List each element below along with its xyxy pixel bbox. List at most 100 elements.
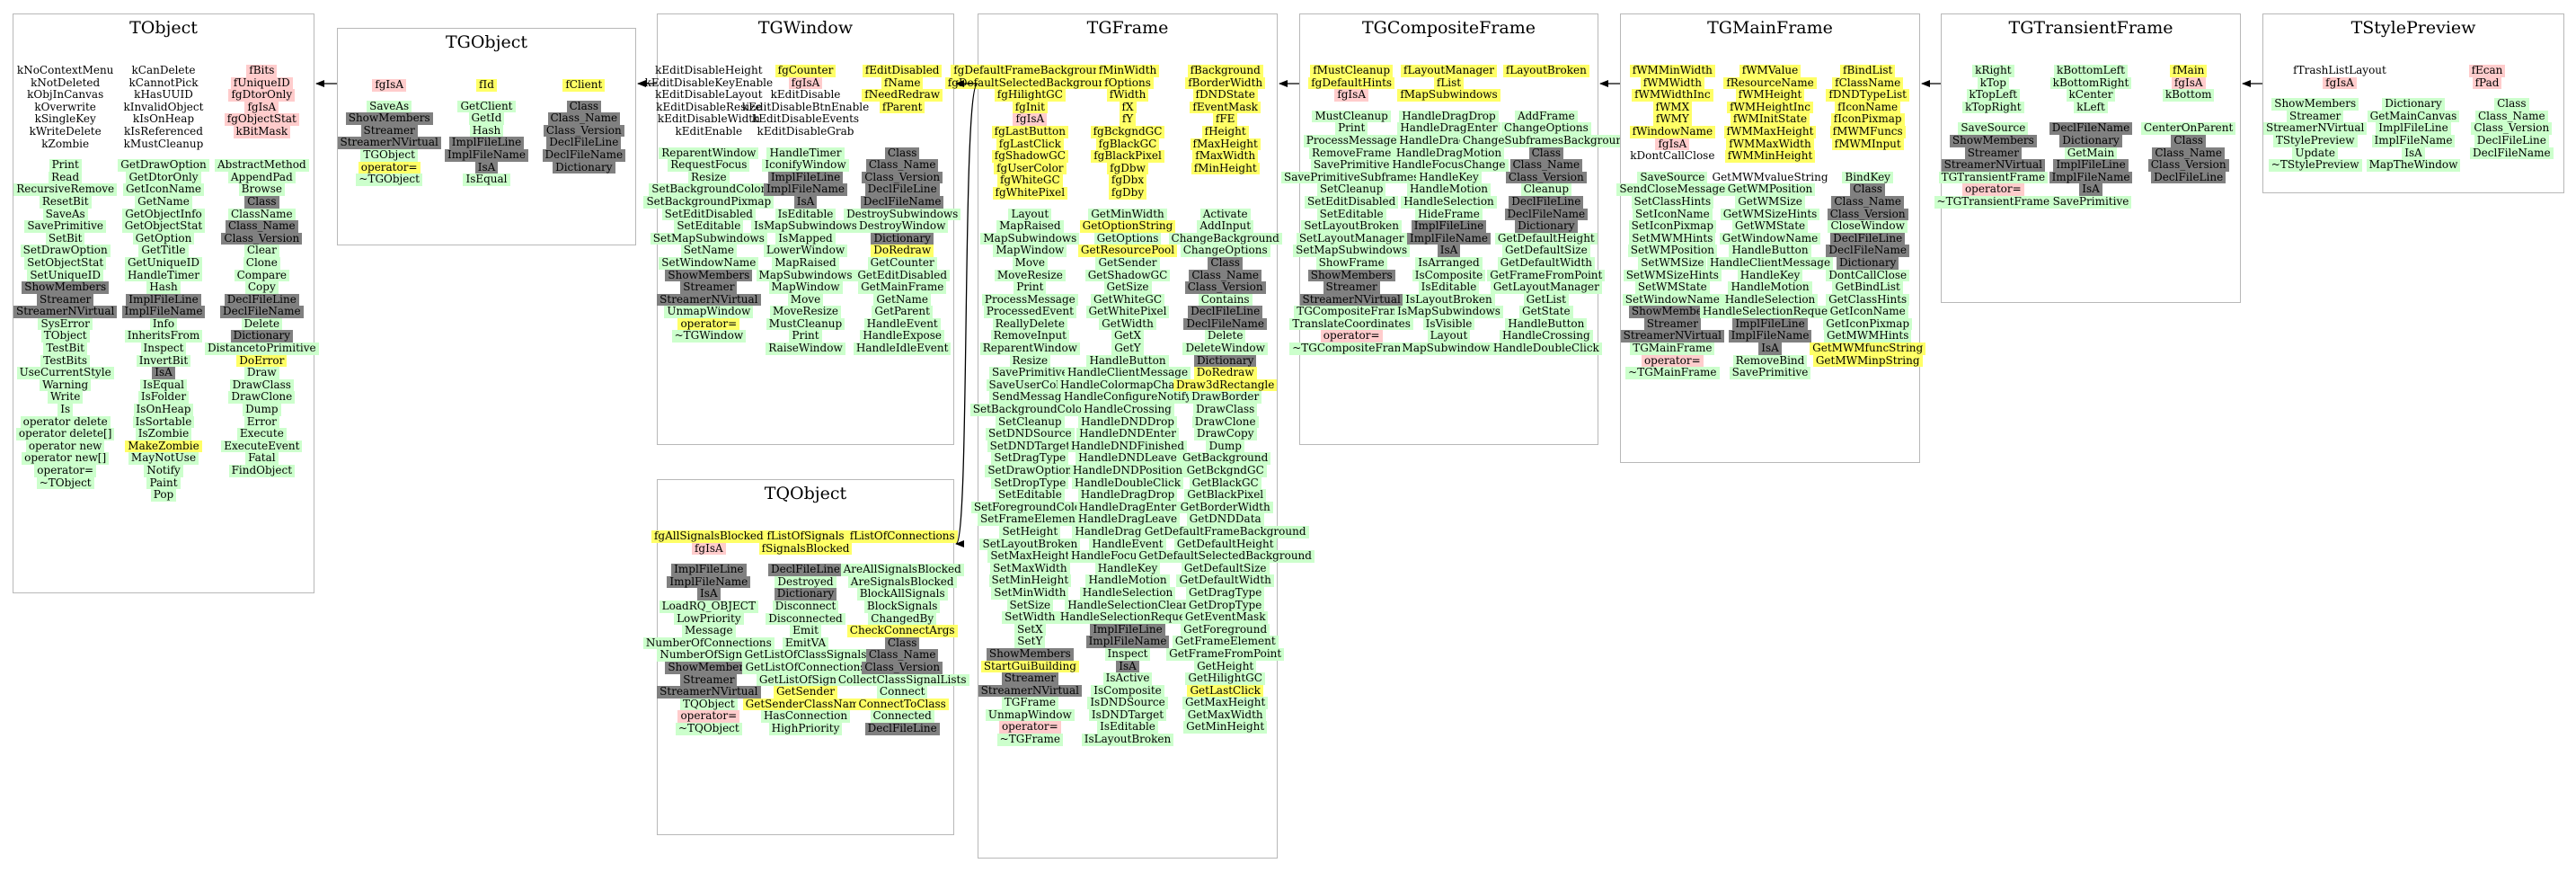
- method: ImplFileName: [445, 148, 528, 162]
- method: Class_Version: [221, 232, 303, 245]
- data-member: fgLastButton: [991, 125, 1069, 138]
- method: Streamer: [1323, 280, 1380, 294]
- method: ~TGMainFrame: [1625, 367, 1720, 379]
- method: Clone: [243, 256, 280, 270]
- method: MoveResize: [994, 269, 1066, 282]
- data-member: kRight: [1972, 64, 2014, 77]
- method: MustCleanup: [766, 317, 845, 331]
- method: ImplFileLine: [126, 293, 201, 307]
- method: Pop: [150, 489, 177, 502]
- method: GetBindList: [1832, 280, 1903, 294]
- method: SetY: [1014, 636, 1046, 648]
- data-member: fgIsA: [372, 78, 406, 92]
- method: Cleanup: [1520, 183, 1572, 196]
- member-column: SaveSource SendCloseMessage SetClassHints S…: [1616, 171, 1729, 379]
- method: RaiseWindow: [766, 342, 845, 355]
- method: ImplFileName: [1728, 330, 1812, 343]
- data-member: fgIsA: [2171, 76, 2206, 90]
- method: GetHilightGC: [1185, 672, 1265, 685]
- method: HandleTimer: [124, 269, 202, 282]
- method: ShowMembers: [665, 661, 753, 674]
- member-column: fListOfSignals fSignalsBlocked: [758, 529, 853, 556]
- class-members: fTrashListLayout fgIsA fEcan fPad ShowMember…: [2263, 64, 2556, 187]
- method: GetIconName: [122, 183, 205, 196]
- method: DestroySubwindows: [844, 208, 961, 221]
- method: SaveSource: [1958, 122, 2029, 135]
- method: GetResourcePool: [1077, 245, 1178, 257]
- method: HideFrame: [1415, 208, 1483, 221]
- method: Dictionary: [2059, 134, 2122, 147]
- method: RemoveInput: [990, 330, 1069, 343]
- method: SetMaxWidth: [990, 562, 1070, 575]
- method: GetWidth: [1099, 317, 1156, 331]
- method: GetDefaultWidth: [1176, 574, 1274, 587]
- method: DistancetoPrimitive: [205, 342, 319, 355]
- class-title: TStylePreview: [2350, 18, 2476, 38]
- method: StreamerNVirtual: [13, 306, 118, 318]
- method: ChangeBackground: [1168, 232, 1282, 245]
- method: IsA: [474, 161, 499, 174]
- data-member: fX: [1119, 101, 1137, 114]
- method: GetCounter: [867, 256, 937, 270]
- data-member: fgInit: [1012, 101, 1048, 114]
- data-member: kCanDelete: [131, 64, 196, 76]
- method: DeclFileLine: [1509, 195, 1584, 209]
- method: IsDNDTarget: [1088, 708, 1167, 722]
- tgwindow-class-box: TGWindow kEditDisableHeight kEditDisableK…: [643, 13, 961, 445]
- data-member: fBackground: [1187, 64, 1263, 77]
- data-member: fSignalsBlocked: [758, 542, 853, 556]
- data-member: kNoContextMenu: [16, 64, 114, 76]
- member-column: fLayoutBroken: [1502, 64, 1590, 102]
- method: HandleDragLeave: [1075, 513, 1181, 526]
- method: AddFrame: [1514, 110, 1578, 123]
- method: StreamerNVirtual: [337, 137, 441, 149]
- member-column: SaveAs ShowMembers Streamer StreamerNVirtua…: [337, 100, 441, 186]
- data-member: fgDefaultSelectedBackground: [944, 76, 1115, 90]
- method: GetDNDData: [1186, 513, 1264, 526]
- method: ChangeSubframesBackground: [1459, 134, 1633, 147]
- method: GetWhiteGC: [1090, 293, 1165, 307]
- method: GetDefaultWidth: [1497, 256, 1596, 270]
- method: SetIconName: [1632, 208, 1713, 221]
- method: GetOptionString: [1079, 220, 1176, 233]
- method: MapRaised: [772, 256, 839, 270]
- method: GetMainFrame: [858, 280, 947, 294]
- data-member: kMustCleanup: [123, 137, 204, 150]
- method: ShowMembers: [986, 647, 1074, 661]
- method: Dictionary: [553, 161, 615, 174]
- method: HandleButton: [1086, 354, 1169, 368]
- data-member: kTopLeft: [1966, 89, 2021, 102]
- data-member: fgIsA: [2323, 76, 2357, 90]
- method: ImplFileLine: [2376, 122, 2451, 135]
- data-member: fName: [881, 76, 924, 90]
- method: operator=: [677, 710, 740, 723]
- class-members: fgIsA fId fClient SaveAs ShowMembers Streamer…: [337, 78, 628, 239]
- data-member: fWMMinWidth: [1629, 64, 1715, 77]
- data-member: fgWhiteGC: [996, 174, 1063, 187]
- method: MakeZombie: [125, 440, 202, 453]
- method: HandleSelection: [1401, 195, 1497, 209]
- method: HandleDragDrop: [1077, 489, 1178, 502]
- data-member: fIconPixmap: [1830, 113, 1905, 126]
- method: SetObjectStat: [24, 256, 107, 270]
- method: ImplFileLine: [767, 171, 844, 184]
- method: GetWindowName: [1719, 232, 1821, 245]
- method: DeclFileName: [1504, 208, 1589, 221]
- method: TStylePreview: [2272, 134, 2358, 147]
- data-member: fgLastClick: [996, 138, 1064, 151]
- data-members-section: kRight kTop kTopLeft kTopRight kBottomLeft kB…: [1949, 64, 2233, 114]
- method: ImplFileName: [667, 575, 751, 589]
- method: ShowMembers: [2271, 98, 2359, 111]
- method: GetListOfConnections: [742, 661, 869, 674]
- method: SavePrimitive: [1310, 159, 1393, 172]
- method: HandleSelection: [1079, 586, 1176, 600]
- data-member: fgShadowGC: [991, 150, 1068, 163]
- method: LowerWindow: [763, 245, 848, 257]
- method: Disconnect: [772, 600, 839, 613]
- method: ShowMembers: [1949, 134, 2037, 147]
- method: ShowMembers: [22, 280, 110, 294]
- method: IsA: [1437, 245, 1461, 257]
- method: IsDNDSource: [1087, 697, 1168, 709]
- method: BlockSignals: [863, 600, 941, 613]
- method: ReparentWindow: [659, 147, 759, 160]
